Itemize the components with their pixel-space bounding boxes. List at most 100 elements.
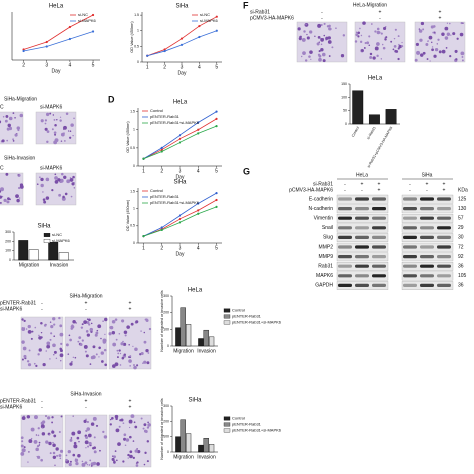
blot-band xyxy=(355,255,369,259)
sign: + xyxy=(85,300,88,306)
x-tick-label: 2 xyxy=(22,62,25,68)
point xyxy=(91,30,95,33)
blot-band xyxy=(420,255,434,259)
point xyxy=(22,49,25,53)
section-title: SiHa-Migration xyxy=(4,96,37,102)
blot-band xyxy=(403,264,417,268)
bar xyxy=(203,438,209,453)
y-axis-label: OD Value (450nm) xyxy=(126,199,130,231)
point xyxy=(160,148,163,151)
blot-strip xyxy=(336,223,389,233)
legend-label: si-NC xyxy=(78,12,88,17)
x-tick-label: 1 xyxy=(146,64,149,70)
legend-label: Control xyxy=(150,108,163,113)
section-title: SiHa-Invasion xyxy=(70,391,101,397)
protein-label: MMP2 xyxy=(319,244,334,250)
blot-band xyxy=(420,226,434,230)
micrograph xyxy=(20,414,64,468)
micrograph xyxy=(0,111,24,145)
point xyxy=(215,192,218,195)
y-tick-label: 0.5 xyxy=(130,146,135,150)
blot-strip xyxy=(401,242,454,252)
x-axis-label: Day xyxy=(52,68,61,74)
kda-label: 57 xyxy=(458,216,464,222)
y-tick-label: 1 xyxy=(137,29,139,33)
legend-label: pENTER-Rab31 xyxy=(232,422,262,427)
legend-label: Control xyxy=(150,188,163,193)
row-label: pENTER-Rab31 xyxy=(0,300,36,306)
bar xyxy=(352,90,364,125)
blot-band xyxy=(355,197,369,201)
blot-band xyxy=(338,255,352,259)
legend-label: si-MAPK6 xyxy=(200,18,219,23)
kda-label: 92 xyxy=(458,254,464,260)
protein-label: Snail xyxy=(322,225,333,231)
blot-band xyxy=(437,255,451,259)
blot-band xyxy=(372,235,386,239)
x-tick-label: 2 xyxy=(163,64,166,70)
legend-label: pENTER-Rab31 xyxy=(232,314,262,319)
sign: + xyxy=(129,404,132,410)
sign: - xyxy=(321,15,323,21)
bar xyxy=(385,109,397,125)
point xyxy=(160,226,163,229)
y-tick-label: 0 xyxy=(167,450,169,454)
sign: + xyxy=(378,187,381,193)
legend-swatch xyxy=(43,233,51,237)
blot-band xyxy=(372,216,386,220)
bar xyxy=(48,242,59,261)
micrograph xyxy=(354,21,406,63)
bar xyxy=(208,444,215,453)
x-tick-label: 4 xyxy=(197,168,200,174)
micrograph xyxy=(414,21,466,63)
blot-band xyxy=(420,207,434,211)
legend-label: pENTER-Rab31+si-MAPK6 xyxy=(150,200,200,205)
blot-band xyxy=(420,283,434,287)
micrograph xyxy=(0,172,24,206)
chart-title: SiHa xyxy=(188,398,202,404)
point xyxy=(160,150,163,153)
legend-label: si-MAPK6 xyxy=(78,18,97,23)
sign: + xyxy=(443,187,446,193)
legend-label: si-NC xyxy=(200,12,210,17)
col-label: si-MAPK6 xyxy=(40,165,62,171)
sign: - xyxy=(41,404,43,410)
protein-label: N-cadherin xyxy=(309,206,334,212)
point xyxy=(180,43,184,46)
y-tick-label: 200 xyxy=(163,311,169,315)
y-axis-label: Number of migrated or invasive cells xyxy=(160,398,164,460)
x-tick-label: 1 xyxy=(142,245,145,251)
row-label: pCMV3-HA-MAPK6 xyxy=(250,15,294,21)
sign: + xyxy=(443,181,446,187)
x-tick-label: Migration xyxy=(173,348,194,354)
legend-label: pENTER-Rab31+si-MAPK6 xyxy=(232,428,282,433)
y-tick-label: 1 xyxy=(133,207,135,211)
blot-band xyxy=(403,274,417,278)
sign: + xyxy=(85,398,88,404)
blot-band xyxy=(420,245,434,249)
protein-label: MAPK6 xyxy=(316,273,333,279)
row-label: si-MAPK6 xyxy=(0,306,22,312)
kda-label: 30 xyxy=(458,235,464,241)
x-tick-label: 5 xyxy=(92,62,95,68)
chart-title: HeLa xyxy=(173,100,188,106)
blot-band xyxy=(372,226,386,230)
point xyxy=(178,134,182,137)
point xyxy=(215,117,218,120)
blot-band xyxy=(372,264,386,268)
legend-swatch xyxy=(223,416,231,421)
blot-band xyxy=(420,197,434,201)
x-tick-label: 1 xyxy=(142,168,145,174)
sign: - xyxy=(41,300,43,306)
blot-band xyxy=(403,216,417,220)
point xyxy=(163,48,166,51)
y-tick-label: 0.5 xyxy=(134,44,139,48)
point xyxy=(215,205,218,209)
y-tick-label: 300 xyxy=(5,230,11,234)
x-tick-label: 4 xyxy=(69,62,72,68)
micrograph xyxy=(64,316,108,370)
kda-label: 130 xyxy=(458,206,467,212)
unit-label: KDa xyxy=(458,187,468,193)
point xyxy=(215,198,218,202)
blot-band xyxy=(403,226,417,230)
